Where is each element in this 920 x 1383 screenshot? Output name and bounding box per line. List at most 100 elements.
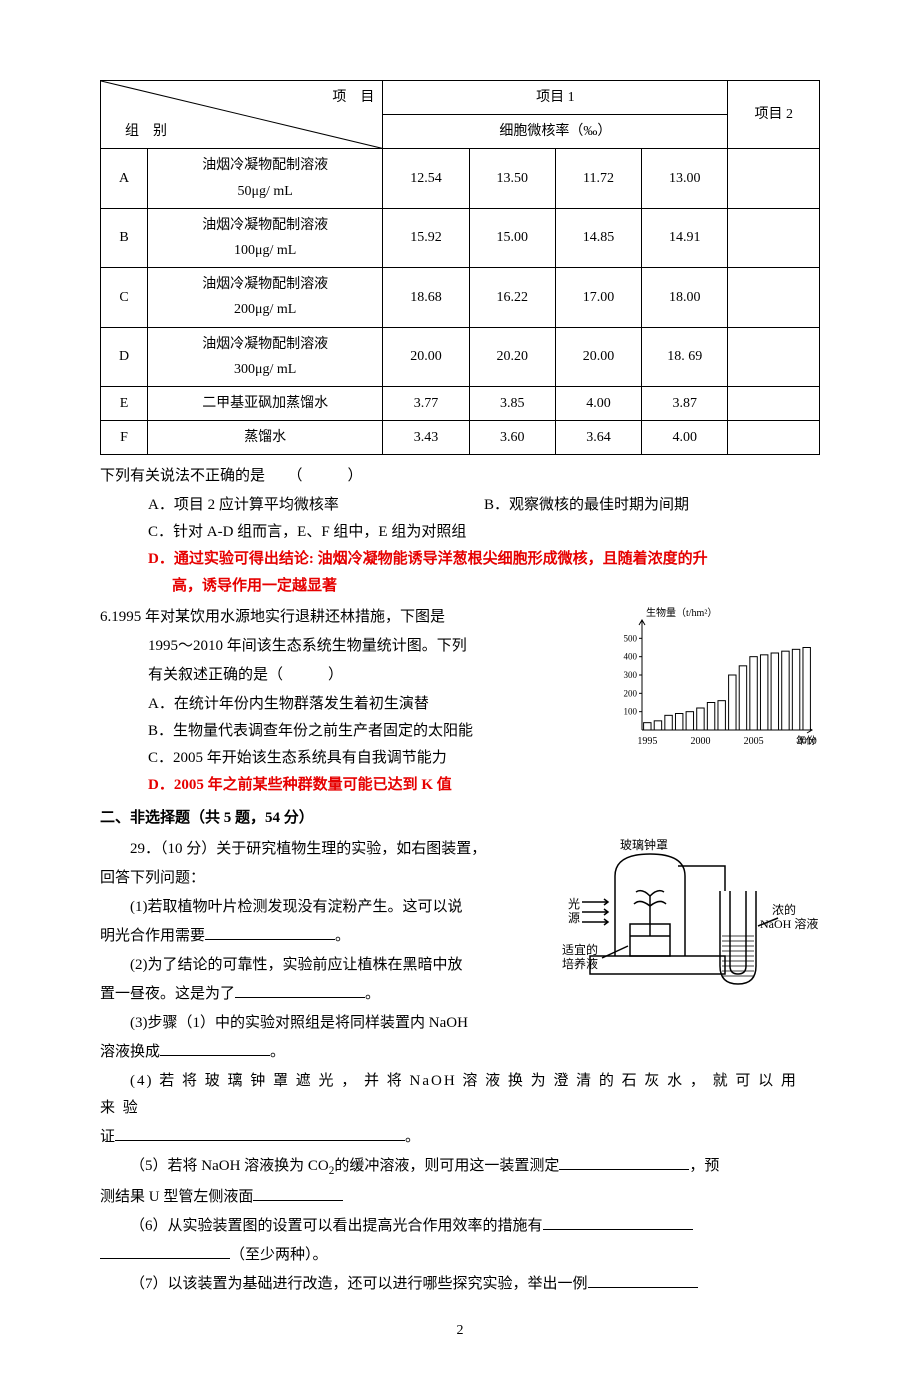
q6-stem1: 1995 年对某饮用水源地实行退耕还林措施，下图是 [111,609,445,625]
q5-optB: B．观察微核的最佳时期为间期 [484,492,820,519]
q5-stem: 下列有关说法不正确的是 （ ） [100,463,820,490]
q29-p7a-txt: （7）以该装置为基础进行改造，还可以进行哪些探究实验，举出一例 [130,1276,588,1292]
q5-optD-l1: D．通过实验可得出结论: 油烟冷凝物能诱导洋葱根尖细胞形成微核，且随着浓度的升 [148,546,820,573]
q29-p6a: （6）从实验装置图的设置可以看出提高光合作用效率的措施有 [100,1213,820,1240]
q5-optA: A．项目 2 应计算平均微核率 [148,492,484,519]
value-cell: 3.64 [555,421,641,455]
value-cell: 3.60 [469,421,555,455]
svg-text:2005: 2005 [744,736,764,747]
q29-block: 玻璃钟罩光源适宜的培养液浓的NaOH 溶液 29．（10 分）关于研究植物生理的… [100,836,820,1297]
svg-text:玻璃钟罩: 玻璃钟罩 [620,837,668,852]
header-col1: 项目 1 [383,81,728,115]
value-cell: 12.54 [383,149,469,208]
svg-text:年份: 年份 [796,734,816,747]
svg-text:源: 源 [568,911,580,925]
col2-cell [728,208,820,267]
value-cell: 15.00 [469,208,555,267]
biomass-chart: 生物量（t/hm²）100200300400500199520002005201… [610,604,820,754]
group-cell: D [101,327,148,386]
q29-p4b: 证。 [100,1124,820,1151]
q29-p2b-txt: 置一昼夜。这是为了 [100,986,235,1002]
q29-p6b-tail: （至少两种）。 [230,1247,328,1263]
header-rate: 细胞微核率（‰） [383,115,728,149]
blank [559,1154,689,1171]
svg-text:NaOH 溶液: NaOH 溶液 [760,916,818,931]
value-cell: 20.20 [469,327,555,386]
col2-cell [728,268,820,327]
header-col2: 项目 2 [728,81,820,149]
q29-p6b: （至少两种）。 [100,1242,820,1269]
q29-p5a: （5）若将 NaOH 溶液换为 CO2的缓冲溶液，则可用这一装置测定，预 [100,1153,820,1181]
page-number: 2 [100,1318,820,1343]
svg-text:500: 500 [624,634,638,644]
section2-heading: 二、非选择题（共 5 题，54 分） [100,805,820,832]
blank [205,924,335,941]
svg-text:生物量（t/hm²）: 生物量（t/hm²） [646,606,717,619]
value-cell: 14.85 [555,208,641,267]
blank [160,1040,270,1057]
q5-optD-l2: 高，诱导作用一定越显著 [172,573,820,600]
q29-p5a-tail: ，预 [689,1158,719,1174]
svg-text:浓的: 浓的 [772,902,796,917]
svg-text:培养液: 培养液 [562,956,598,971]
value-cell: 20.00 [383,327,469,386]
q5-optC: C．针对 A-D 组而言，E、F 组中，E 组为对照组 [148,519,820,546]
group-cell: A [101,149,148,208]
micronucleus-table: 项 目 组 别 项目 1 项目 2 细胞微核率（‰） A油烟冷凝物配制溶液50μ… [100,80,820,455]
apparatus-diagram: 玻璃钟罩光源适宜的培养液浓的NaOH 溶液 [560,836,820,1006]
col2-cell [728,327,820,386]
q6-num: 6. [100,609,111,625]
q29-p4b-tail: 。 [405,1129,420,1145]
desc-cell: 油烟冷凝物配制溶液100μg/ mL [148,208,383,267]
svg-text:适宜的: 适宜的 [562,942,598,957]
q29-p2b-tail: 。 [365,986,380,1002]
q29-p4b-txt: 证 [100,1129,115,1145]
value-cell: 20.00 [555,327,641,386]
svg-text:200: 200 [624,689,638,699]
q29-p5b: 测结果 U 型管左侧液面 [100,1184,820,1211]
svg-text:2000: 2000 [690,736,710,747]
desc-cell: 油烟冷凝物配制溶液300μg/ mL [148,327,383,386]
blank [100,1242,230,1259]
svg-text:300: 300 [624,670,638,680]
q29-p5b-txt: 测结果 U 型管左侧液面 [100,1189,253,1205]
desc-cell: 蒸馏水 [148,421,383,455]
desc-cell: 油烟冷凝物配制溶液50μg/ mL [148,149,383,208]
desc-cell: 二甲基亚砜加蒸馏水 [148,386,383,420]
col2-cell [728,149,820,208]
q29-p3b: 溶液换成 。 [100,1039,820,1066]
q6-optD: D．2005 年之前某些种群数量可能已达到 K 值 [148,772,820,799]
q29-p5a2-txt: 的缓冲溶液，则可用这一装置测定 [334,1158,559,1174]
q29-p5a-txt: （5）若将 NaOH 溶液换为 CO [130,1158,329,1174]
q29-p3b-txt: 溶液换成 [100,1044,160,1060]
value-cell: 3.43 [383,421,469,455]
q29-p3b-tail: 。 [270,1044,285,1060]
value-cell: 17.00 [555,268,641,327]
value-cell: 15.92 [383,208,469,267]
diag-header: 项 目 组 别 [101,81,383,149]
value-cell: 3.77 [383,386,469,420]
header-top: 项 目 [332,85,374,110]
blank [235,982,365,999]
q29-p3a: (3)步骤（1）中的实验对照组是将同样装置内 NaOH [100,1010,820,1037]
group-cell: C [101,268,148,327]
value-cell: 18. 69 [642,327,728,386]
q29-p1b-tail: 。 [335,928,350,944]
group-cell: E [101,386,148,420]
value-cell: 13.00 [642,149,728,208]
svg-text:1995: 1995 [637,736,657,747]
header-bot: 组 别 [125,119,167,144]
value-cell: 3.87 [642,386,728,420]
group-cell: F [101,421,148,455]
q29-p4a: (4) 若 将 玻 璃 钟 罩 遮 光 ， 并 将 NaOH 溶 液 换 为 澄… [100,1068,820,1122]
value-cell: 13.50 [469,149,555,208]
svg-text:100: 100 [624,707,638,717]
q29-p7a: （7）以该装置为基础进行改造，还可以进行哪些探究实验，举出一例 [100,1271,820,1298]
value-cell: 3.85 [469,386,555,420]
desc-cell: 油烟冷凝物配制溶液200μg/ mL [148,268,383,327]
q29-p1b-txt: 明光合作用需要 [100,928,205,944]
group-cell: B [101,208,148,267]
q29-p6a-txt: （6）从实验装置图的设置可以看出提高光合作用效率的措施有 [130,1218,543,1234]
value-cell: 18.00 [642,268,728,327]
value-cell: 11.72 [555,149,641,208]
